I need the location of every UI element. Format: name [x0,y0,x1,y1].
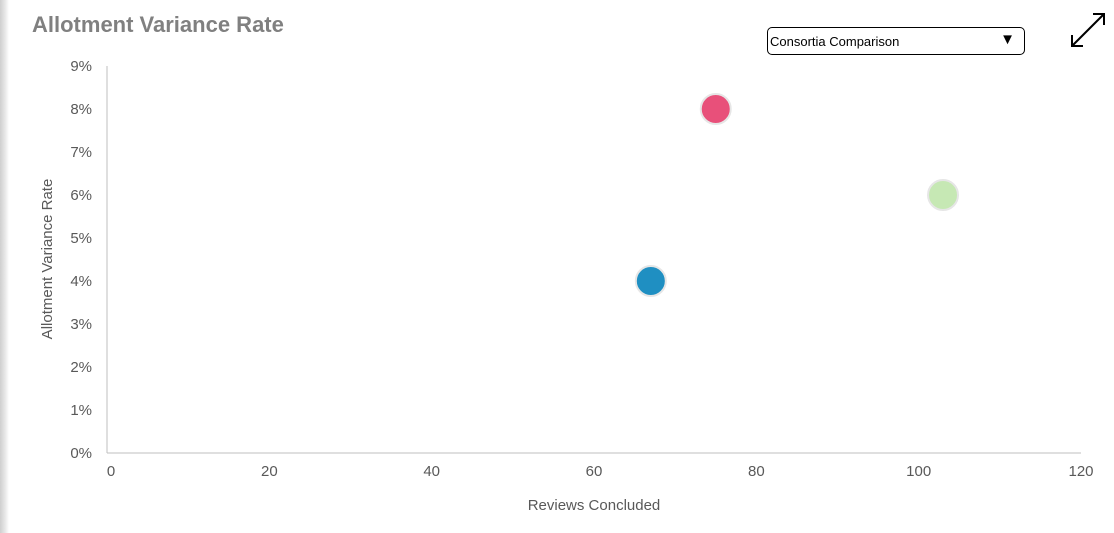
dropdown-selected-value: Consortia Comparison [770,34,900,49]
y-axis-title: Allotment Variance Rate [39,179,56,340]
y-tick-label: 8% [70,101,92,118]
y-tick-label: 4% [70,273,92,290]
x-axis-title: Reviews Concluded [528,497,661,514]
chart-title: Allotment Variance Rate [32,12,284,37]
y-tick-label: 1% [70,402,92,419]
x-tick-label: 0 [107,463,115,480]
y-tick-label: 3% [70,316,92,333]
y-tick-label: 7% [70,144,92,161]
x-tick-label: 120 [1068,463,1093,480]
x-tick-label: 20 [261,463,278,480]
y-tick-label: 0% [70,445,92,462]
expand-diagonal-icon[interactable] [1066,8,1110,52]
y-tick-label: 9% [70,58,92,75]
data-point[interactable] [927,179,960,211]
y-tick-label: 6% [70,187,92,204]
x-tick-label: 100 [906,463,931,480]
dropdown-arrow-icon: ▼ [1000,31,1015,48]
y-tick-label: 2% [70,359,92,376]
x-tick-label: 60 [586,463,603,480]
window-left-edge [0,0,9,533]
x-tick-label: 80 [748,463,765,480]
y-tick-label: 5% [70,230,92,247]
data-point[interactable] [634,265,667,297]
data-point[interactable] [699,93,732,125]
x-tick-label: 40 [423,463,440,480]
comparison-dropdown[interactable]: Consortia Comparison ▼ [767,27,1025,55]
